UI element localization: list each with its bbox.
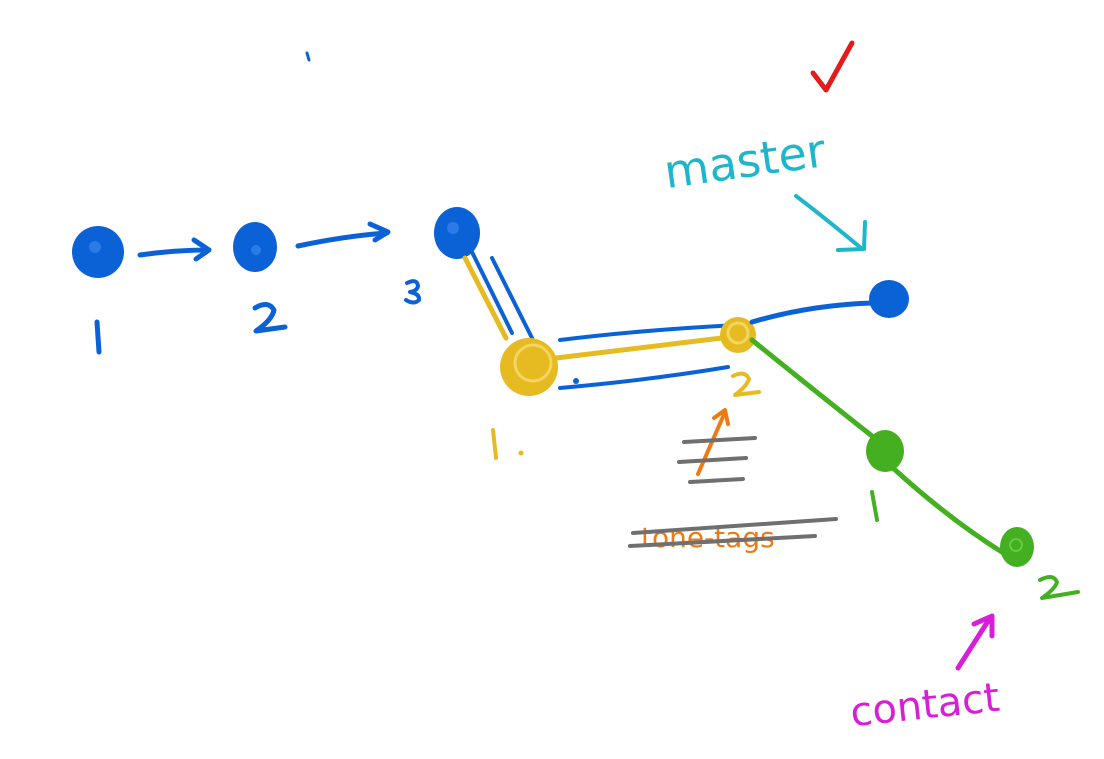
arrow-1-to-2-head bbox=[191, 237, 212, 262]
blue-line bbox=[72, 207, 480, 355]
blue-label-3 bbox=[404, 279, 422, 305]
arrow-2-to-3 bbox=[295, 230, 390, 249]
checkmark-icon bbox=[810, 40, 855, 93]
strike-lines bbox=[628, 517, 838, 548]
arrow-2-to-3-head bbox=[367, 221, 391, 243]
green-commit-2 bbox=[1000, 527, 1034, 567]
green-link-1-to-2 bbox=[890, 465, 1008, 557]
blue-commit-3 bbox=[434, 207, 480, 259]
yellow-label-1-dot bbox=[518, 450, 524, 456]
arrow-up-right-icon-head bbox=[971, 613, 995, 639]
green-commit-2-ring bbox=[1009, 538, 1023, 552]
arrow-up-right-icon bbox=[955, 615, 993, 671]
blue-commit-2-highlight bbox=[251, 245, 261, 255]
yellow-label-1 bbox=[491, 428, 498, 460]
blue-link-3-to-y1-a bbox=[470, 250, 514, 335]
contact-label: contact bbox=[848, 675, 1002, 736]
orange-arrow bbox=[696, 410, 727, 476]
yellow-commit-1 bbox=[500, 338, 558, 396]
stray-mark bbox=[305, 51, 311, 62]
blue-label-1 bbox=[94, 319, 102, 355]
green-label-2 bbox=[1038, 575, 1080, 600]
green-label-1 bbox=[870, 490, 879, 522]
blue-commit-3-highlight bbox=[447, 222, 459, 234]
master-commit bbox=[869, 280, 909, 318]
yellow-link-1-to-2 bbox=[553, 334, 733, 361]
arrow-down-right-icon bbox=[794, 194, 863, 250]
green-commit-1 bbox=[866, 430, 904, 472]
blue-commit-1-highlight bbox=[89, 241, 101, 253]
blue-label-2 bbox=[252, 302, 288, 334]
yellow-commit-1-ring bbox=[513, 343, 553, 383]
orange-arrow-head bbox=[712, 408, 730, 426]
blue-under-line bbox=[558, 365, 730, 390]
master-line bbox=[749, 300, 875, 325]
blue-link-3-to-y1-b bbox=[490, 256, 535, 342]
blue-over-line bbox=[558, 323, 740, 342]
equals-scribble bbox=[677, 436, 757, 484]
yellow-branch bbox=[491, 317, 761, 460]
green-branch bbox=[749, 337, 1080, 600]
yellow-link-3-to-y1 bbox=[462, 255, 509, 341]
arrow-down-right-icon-head bbox=[836, 220, 867, 252]
green-link-to-1 bbox=[749, 337, 875, 439]
yellow-label-2 bbox=[731, 371, 761, 397]
master-label: master bbox=[661, 123, 829, 199]
arrow-1-to-2 bbox=[137, 247, 211, 258]
blue-dot-small bbox=[573, 378, 579, 384]
yellow-commit-2-ring bbox=[726, 321, 750, 345]
